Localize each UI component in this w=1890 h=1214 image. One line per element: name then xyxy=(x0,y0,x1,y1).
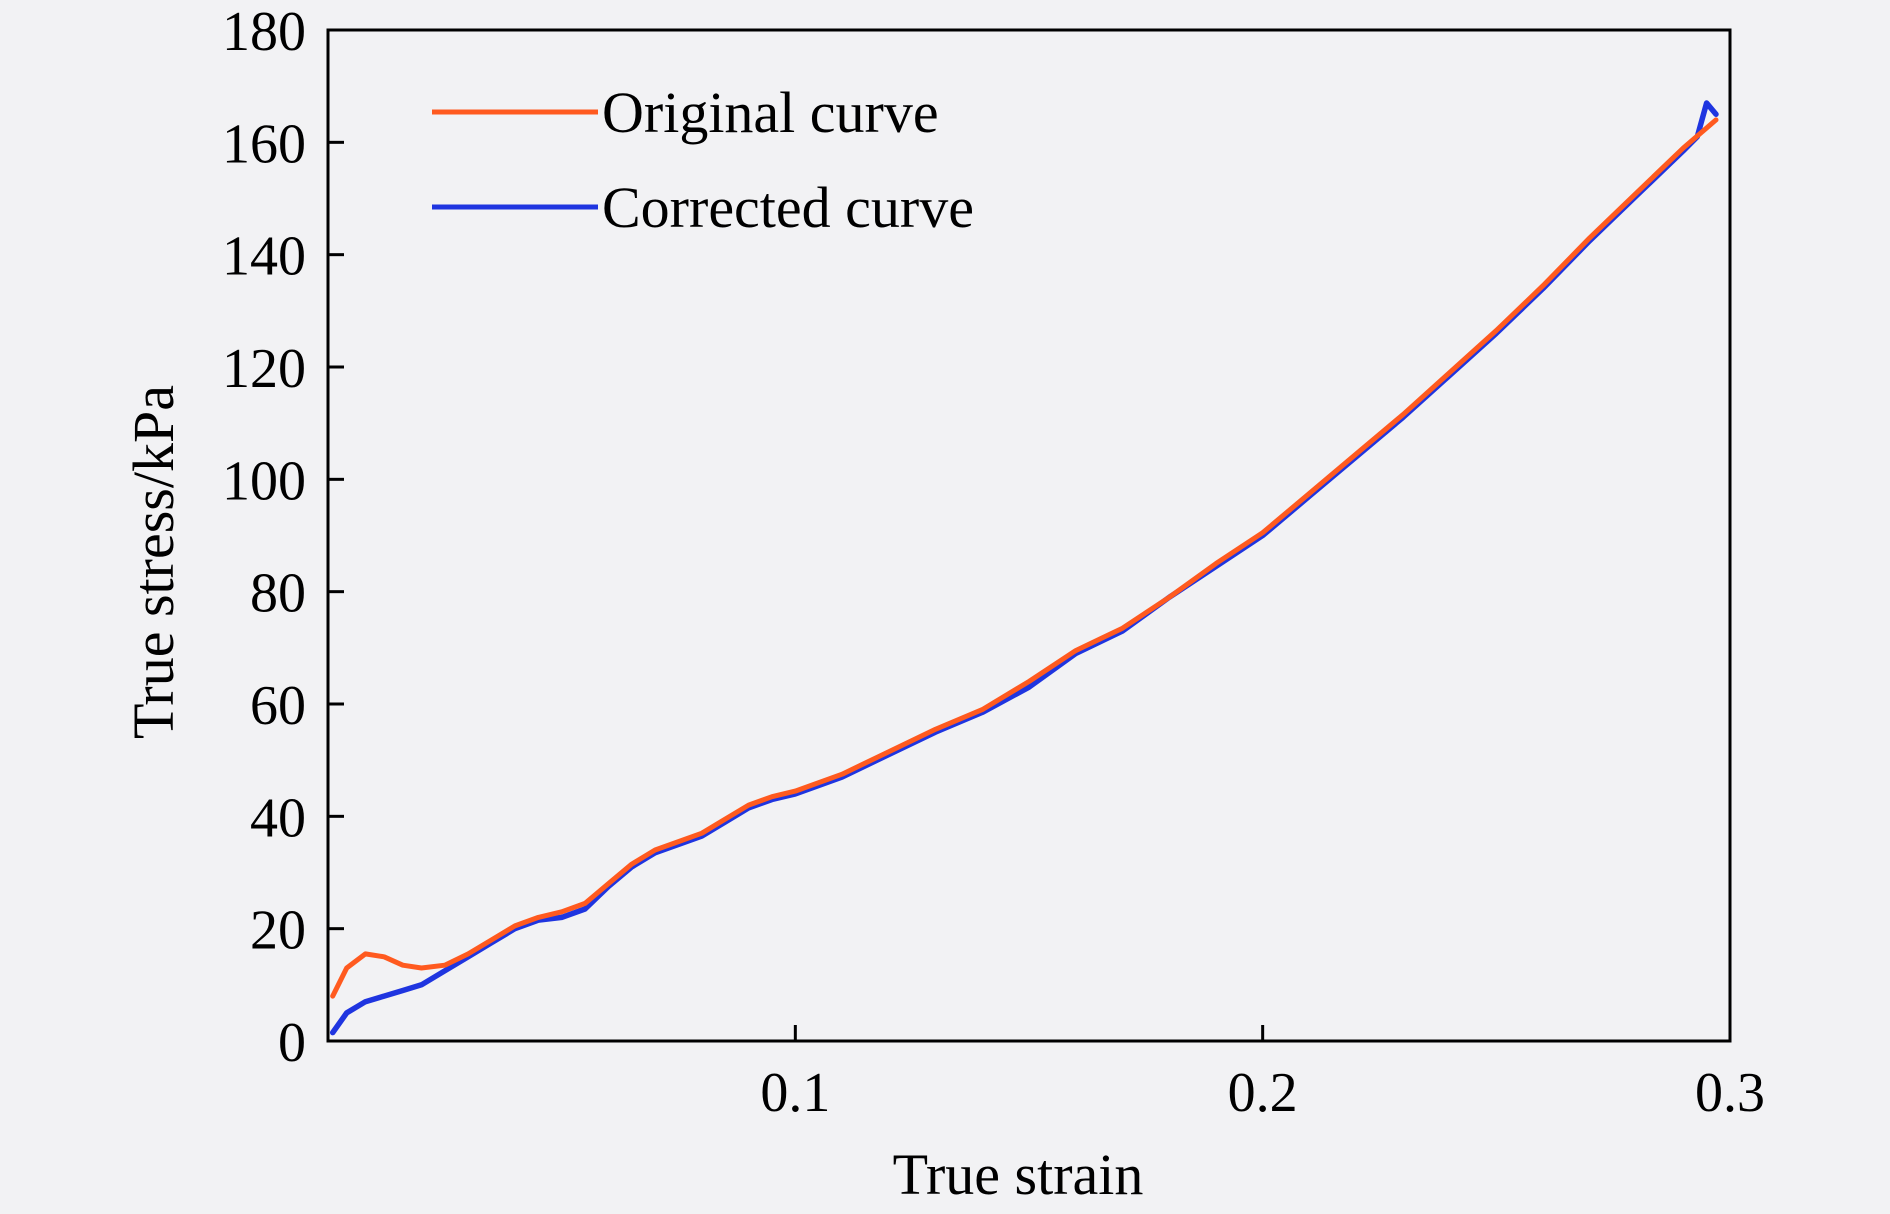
y-axis-title: True stress/kPa xyxy=(121,385,186,739)
legend-entry-original-curve: Original curve xyxy=(432,80,939,145)
y-tick-label: 100 xyxy=(222,450,306,512)
legend: Original curve Corrected curve xyxy=(432,80,974,240)
y-tick-label: 180 xyxy=(222,1,306,63)
plot-layer xyxy=(326,28,1732,1043)
y-tick-label: 20 xyxy=(250,900,306,962)
x-axis-title: True strain xyxy=(893,1142,1144,1207)
legend-label: Original curve xyxy=(602,80,939,145)
plot-frame xyxy=(326,28,1732,1043)
legend-label: Corrected curve xyxy=(602,175,974,240)
series-line-original-curve xyxy=(330,117,1719,999)
x-tick-label: 0.2 xyxy=(1228,1062,1298,1124)
y-tick-label: 160 xyxy=(222,113,306,175)
y-tick-label: 60 xyxy=(250,675,306,737)
y-tick-label: 80 xyxy=(250,563,306,625)
x-tick-label: 0.3 xyxy=(1695,1062,1765,1124)
x-tick-label: 0.1 xyxy=(760,1062,830,1124)
ticks-layer: 0 20 40 60 80 100 120 140 160 180 0.1 0.2 0.3 xyxy=(222,1,1765,1124)
legend-entry-corrected-curve: Corrected curve xyxy=(432,175,974,240)
y-tick-label: 0 xyxy=(278,1012,306,1074)
y-tick-label: 140 xyxy=(222,226,306,288)
y-tick-label: 40 xyxy=(250,787,306,849)
y-tick-label: 120 xyxy=(222,338,306,400)
